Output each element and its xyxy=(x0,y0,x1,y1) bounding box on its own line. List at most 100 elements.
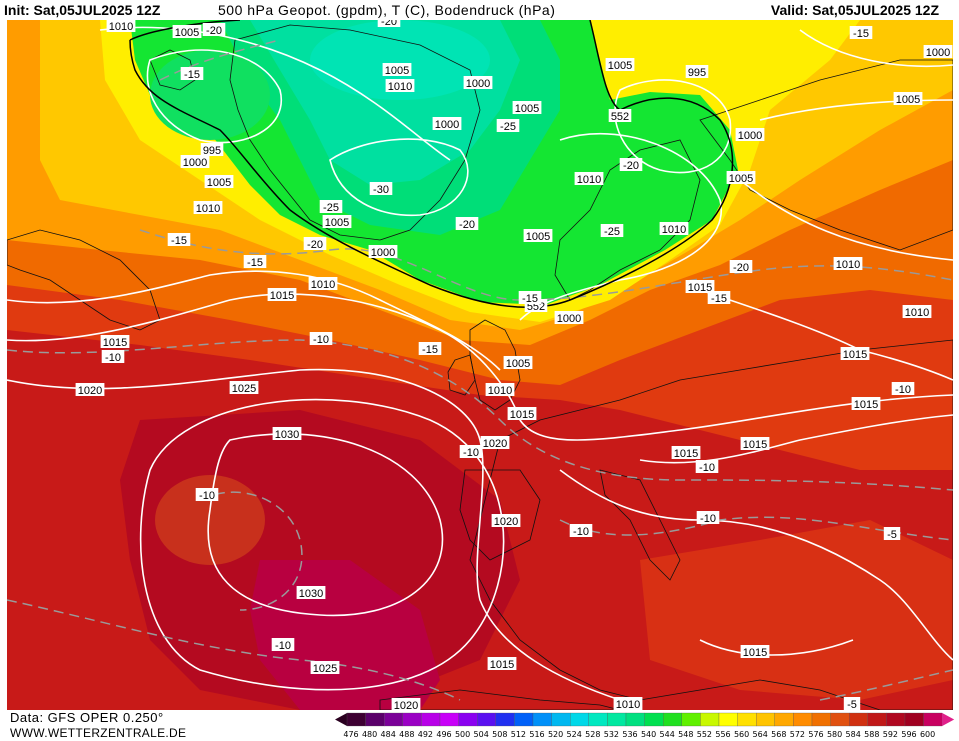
colorbar-tick-label: 552 xyxy=(696,730,713,739)
svg-text:1010: 1010 xyxy=(662,224,686,236)
svg-text:1015: 1015 xyxy=(674,448,698,460)
svg-text:1030: 1030 xyxy=(275,429,299,441)
colorbar-tick-label: 596 xyxy=(901,730,917,739)
svg-text:-15: -15 xyxy=(247,257,263,269)
colorbar-cell xyxy=(663,712,682,727)
colorbar-tick-label: 548 xyxy=(678,730,694,739)
temperature-label: -15 xyxy=(418,342,442,356)
colorbar-tick-label: 536 xyxy=(622,730,638,739)
svg-text:1000: 1000 xyxy=(371,247,395,259)
svg-text:1015: 1015 xyxy=(103,337,127,349)
isobar-label: 1015 xyxy=(685,280,715,294)
temperature-label: -10 xyxy=(101,350,125,364)
svg-text:1010: 1010 xyxy=(196,203,220,215)
isobar-label: 995 xyxy=(200,143,224,157)
colorbar-tick-label: 600 xyxy=(919,730,936,739)
colorbar-cell xyxy=(384,712,403,727)
colorbar-tick-label: 524 xyxy=(566,730,582,739)
weather-map[interactable]: 1010 1005 1005 1010 1000 1005 995 1000 1005 1005 5… xyxy=(7,20,953,710)
colorbar-tick-label: 532 xyxy=(603,730,620,739)
colorbar-tick-label: 476 xyxy=(343,730,359,739)
svg-text:1005: 1005 xyxy=(325,217,349,229)
temperature-label: -10 xyxy=(309,332,333,346)
colorbar-tick-label: 488 xyxy=(399,730,415,739)
svg-text:-10: -10 xyxy=(105,352,121,364)
colorbar-cell xyxy=(346,712,366,727)
colorbar-cell xyxy=(830,712,850,727)
colorbar-cell xyxy=(495,712,515,727)
colorbar-cell xyxy=(458,712,478,727)
svg-text:1010: 1010 xyxy=(577,174,601,186)
isobar-label: 995 xyxy=(685,65,709,79)
svg-text:1020: 1020 xyxy=(78,385,102,397)
svg-text:-15: -15 xyxy=(422,344,438,356)
svg-text:1020: 1020 xyxy=(494,516,518,528)
svg-text:1000: 1000 xyxy=(738,130,762,142)
colorbar-tick-label: 504 xyxy=(473,730,489,739)
colorbar-cell xyxy=(570,712,589,727)
isobar-label: 1010 xyxy=(902,305,932,319)
temperature-label: -20 xyxy=(377,20,401,28)
land-outlines xyxy=(7,24,953,710)
svg-text:-5: -5 xyxy=(847,699,857,710)
map-header: Init: Sat,05JUL2025 12Z 500 hPa Geopot. … xyxy=(0,0,959,20)
isobar-label: 1000 xyxy=(368,245,398,259)
colorbar-cell xyxy=(514,712,534,727)
svg-text:-15: -15 xyxy=(184,69,200,81)
colorbar-cell xyxy=(718,712,738,727)
svg-text:1010: 1010 xyxy=(488,385,512,397)
temperature-label: -15 xyxy=(849,26,873,40)
isobar-label: 1005 xyxy=(726,171,756,185)
svg-text:-10: -10 xyxy=(313,334,329,346)
svg-text:995: 995 xyxy=(688,67,706,79)
colorbar-tick-label: 592 xyxy=(882,730,899,739)
temperature-label: -10 xyxy=(271,638,295,652)
isobar-label: 1010 xyxy=(106,20,136,33)
isobar-label: 1025 xyxy=(229,381,259,395)
temperature-label: -10 xyxy=(195,488,219,502)
isobar-label: 1005 xyxy=(204,175,234,189)
temperature-label: -20 xyxy=(303,237,327,251)
isobar-label: 1010 xyxy=(385,79,415,93)
isobar-label: 1030 xyxy=(296,586,326,600)
colorbar-arrow-high xyxy=(942,713,955,726)
colorbar-tick-label: 560 xyxy=(733,730,750,739)
svg-text:1015: 1015 xyxy=(843,349,867,361)
isobar-label: 1010 xyxy=(308,277,338,291)
colorbar-cell xyxy=(681,712,701,727)
isobar-label: 1030 xyxy=(272,427,302,441)
isobar-label: 1015 xyxy=(267,288,297,302)
svg-text:-10: -10 xyxy=(700,513,716,525)
isobar-label: 1020 xyxy=(75,383,105,397)
isobar-label: 1015 xyxy=(507,407,537,421)
colorbar-tick-label: 588 xyxy=(864,730,880,739)
svg-text:-20: -20 xyxy=(733,262,749,274)
svg-text:1025: 1025 xyxy=(313,663,337,675)
isobar-label: 1010 xyxy=(659,222,689,236)
colorbar-tick-label: 480 xyxy=(361,730,378,739)
colorbar-cell xyxy=(365,712,385,727)
svg-text:-10: -10 xyxy=(463,447,479,459)
svg-text:1015: 1015 xyxy=(490,659,514,671)
colorbar-cell xyxy=(923,712,943,727)
isobar-label: 1005 xyxy=(893,92,923,106)
svg-text:1025: 1025 xyxy=(232,383,256,395)
colorbar xyxy=(335,712,955,727)
svg-text:-20: -20 xyxy=(307,239,323,251)
svg-text:-5: -5 xyxy=(887,529,897,541)
isobar-label: 1015 xyxy=(671,446,701,460)
isobar-label: 1000 xyxy=(923,45,953,59)
colorbar-cell xyxy=(532,712,552,727)
colorbar-cell xyxy=(904,712,924,727)
colorbar-cell xyxy=(886,712,906,727)
svg-text:1005: 1005 xyxy=(515,103,539,115)
website-link[interactable]: WWW.WETTERZENTRALE.DE xyxy=(10,726,187,740)
svg-text:1015: 1015 xyxy=(270,290,294,302)
colorbar-tick-label: 544 xyxy=(659,730,675,739)
colorbar-arrow-low xyxy=(335,713,347,726)
isobar-label: 1000 xyxy=(554,311,584,325)
svg-text:1015: 1015 xyxy=(688,282,712,294)
isobar-label: 1000 xyxy=(735,128,765,142)
colorbar-tick-label: 572 xyxy=(789,730,806,739)
svg-text:1030: 1030 xyxy=(299,588,323,600)
